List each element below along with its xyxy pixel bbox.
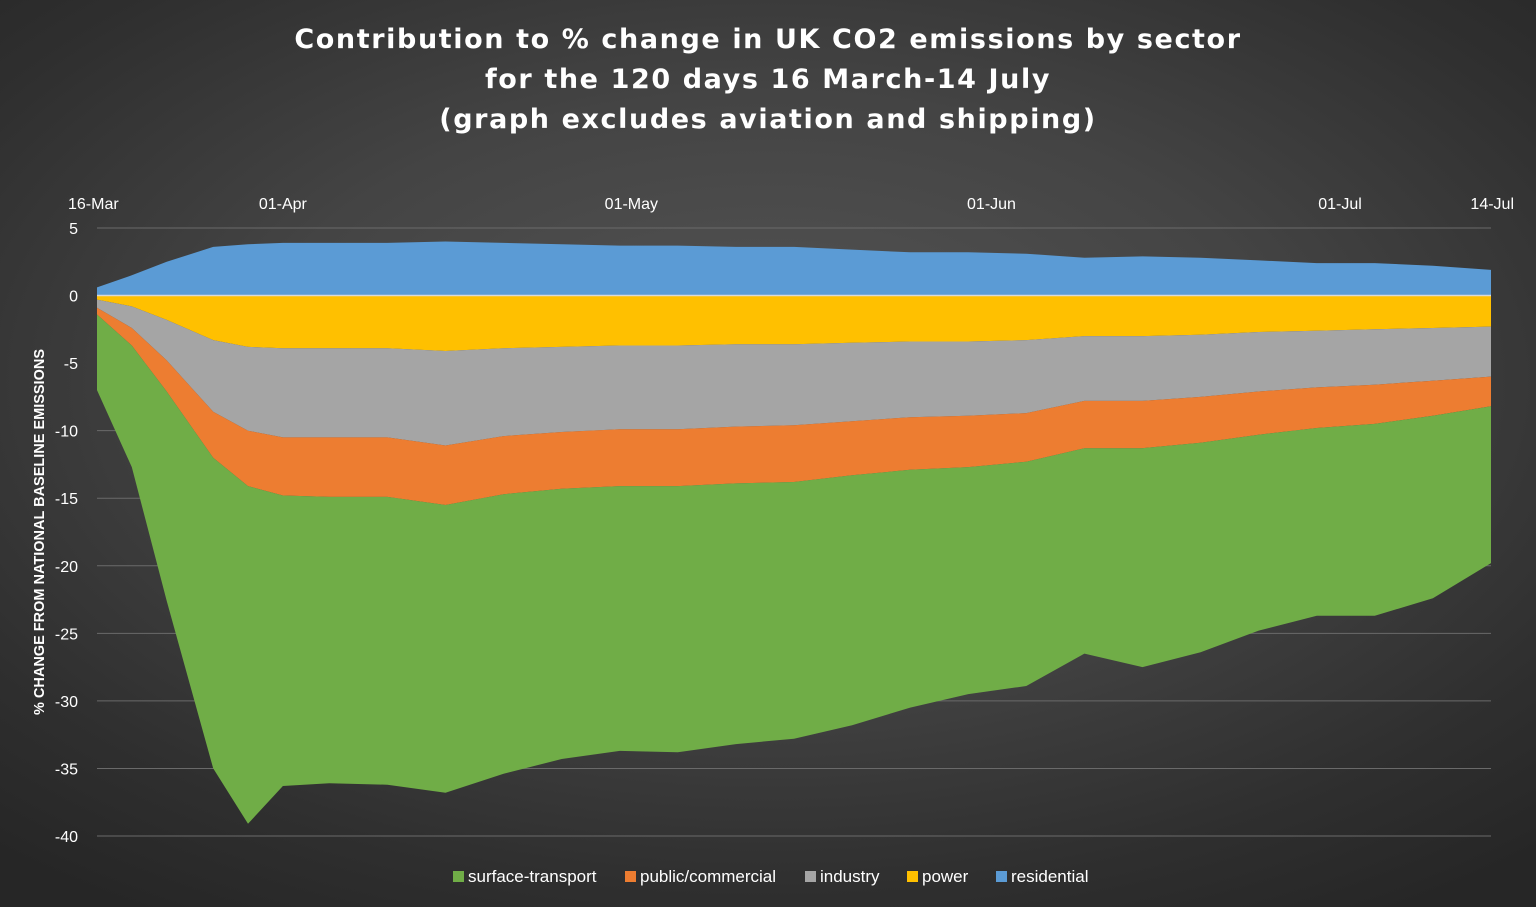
legend-label: public/commercial xyxy=(640,867,776,886)
legend-swatch xyxy=(996,871,1007,882)
legend-item-industry: industry xyxy=(805,867,880,886)
chart-title-line-2: for the 120 days 16 March-14 July xyxy=(485,64,1051,95)
x-tick-label: 01-May xyxy=(605,196,658,213)
area-surface-transport xyxy=(97,314,1491,824)
area-public-commercial xyxy=(97,307,1491,505)
y-tick-label: 5 xyxy=(69,221,78,238)
legend-label: industry xyxy=(820,867,880,886)
x-axis-ticks: 16-Mar 01-Apr 01-May 01-Jun 01-Jul 14-Jul xyxy=(68,196,1514,213)
x-tick-label: 16-Mar xyxy=(68,196,119,213)
y-axis-ticks: 5 0 -5 -10 -15 -20 -25 -30 -35 -40 xyxy=(55,221,78,846)
legend-label: residential xyxy=(1011,867,1089,886)
chart-title: Contribution to % change in UK CO2 emiss… xyxy=(294,24,1241,135)
x-tick-label: 01-Jun xyxy=(967,196,1016,213)
area-power xyxy=(97,295,1491,351)
legend-item-residential: residential xyxy=(996,867,1089,886)
y-tick-label: -10 xyxy=(55,424,78,441)
y-tick-label: -15 xyxy=(55,491,78,508)
legend-swatch xyxy=(805,871,816,882)
x-tick-label: 14-Jul xyxy=(1470,196,1514,213)
y-tick-label: 0 xyxy=(69,289,78,306)
legend-swatch xyxy=(907,871,918,882)
y-tick-label: -20 xyxy=(55,559,78,576)
legend-label: surface-transport xyxy=(468,867,597,886)
x-tick-label: 01-Apr xyxy=(259,196,308,213)
legend-label: power xyxy=(922,867,969,886)
legend-swatch xyxy=(625,871,636,882)
legend-item-surface-transport: surface-transport xyxy=(453,867,597,886)
y-tick-label: -5 xyxy=(64,356,78,373)
x-tick-label: 01-Jul xyxy=(1318,196,1362,213)
y-tick-label: -35 xyxy=(55,761,78,778)
legend-swatch xyxy=(453,871,464,882)
legend-item-power: power xyxy=(907,867,969,886)
area-industry xyxy=(97,299,1491,446)
y-axis-label: % CHANGE FROM NATIONAL BASELINE EMISSION… xyxy=(32,349,48,715)
chart-title-line-1: Contribution to % change in UK CO2 emiss… xyxy=(294,24,1241,55)
y-tick-label: -40 xyxy=(55,829,78,846)
area-residential xyxy=(97,241,1491,296)
legend-item-public-commercial: public/commercial xyxy=(625,867,776,886)
stacked-areas xyxy=(97,241,1491,824)
y-tick-label: -30 xyxy=(55,694,78,711)
y-tick-label: -25 xyxy=(55,626,78,643)
chart-title-line-3: (graph excludes aviation and shipping) xyxy=(439,104,1096,135)
legend: surface-transport public/commercial indust… xyxy=(453,867,1089,886)
